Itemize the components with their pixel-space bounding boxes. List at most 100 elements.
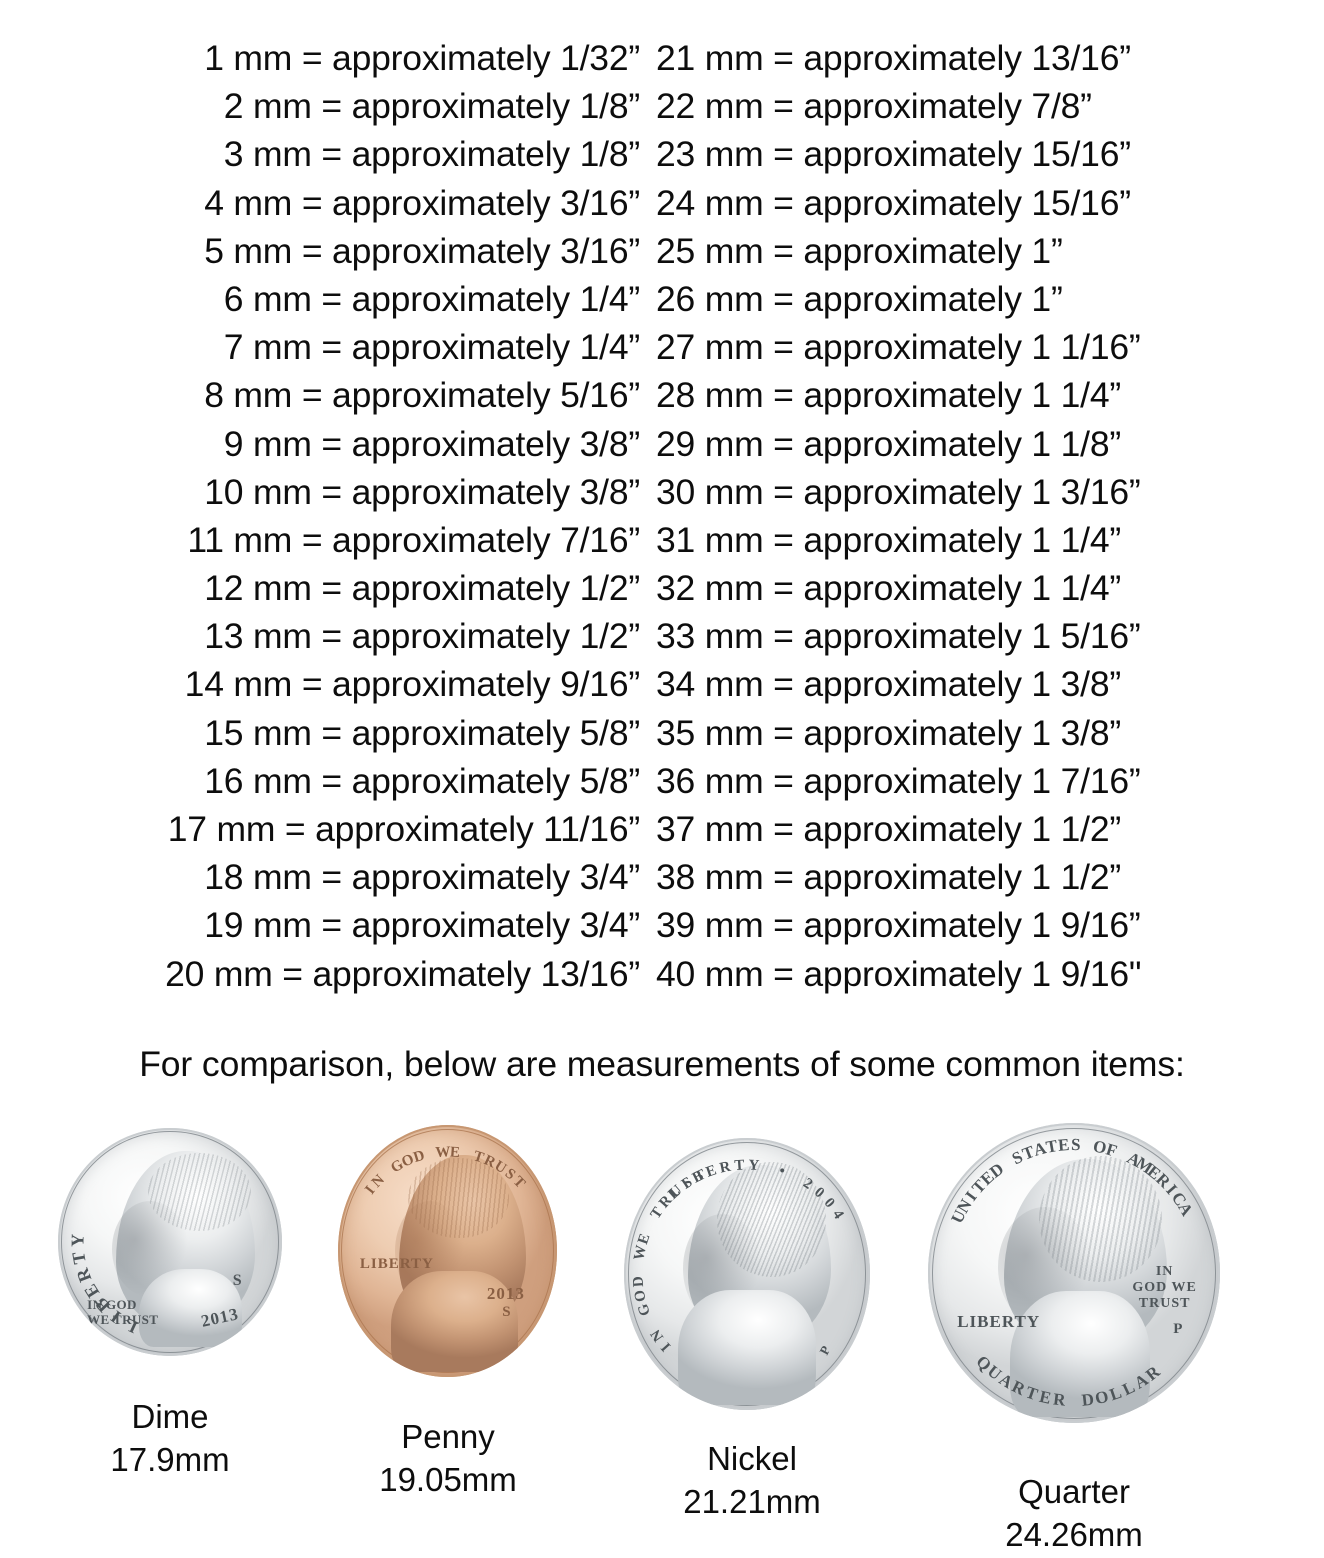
quarter-united-states-arc-char: R xyxy=(1152,1169,1175,1192)
quarter-denomination-arc-char: L xyxy=(1107,1382,1124,1405)
quarter-united-states-arc-char: S xyxy=(1070,1134,1081,1155)
quarter-united-states-arc-char: T xyxy=(967,1176,990,1198)
conversion-row: 20 mm = approximately 13/16” xyxy=(165,953,640,994)
nickel-liberty-date-arc-char: 0 xyxy=(810,1184,828,1202)
conversion-row: 38 mm = approximately 1 1/2” xyxy=(656,857,1121,898)
conversion-row: 37 mm = approximately 1 1/2” xyxy=(656,809,1121,849)
quarter-united-states-arc-char: S xyxy=(1008,1147,1026,1169)
quarter-united-states-arc-char: O xyxy=(1091,1136,1109,1158)
conversion-row: 30 mm = approximately 1 3/16” xyxy=(656,471,1141,512)
dime-liberty-arc-char: T xyxy=(68,1250,90,1266)
quarter-denomination-arc-char: R xyxy=(1142,1361,1164,1385)
conversion-row: 3 mm = approximately 1/8” xyxy=(223,134,640,175)
conversion-row: 28 mm = approximately 1 1/4” xyxy=(656,375,1121,416)
nickel-liberty-date-arc-char: I xyxy=(678,1176,693,1193)
coin-caption-penny: Penny 19.05mm xyxy=(318,1415,578,1501)
quarter-united-states-arc-char: N xyxy=(953,1195,976,1217)
conversion-row: 17 mm = approximately 11/16” xyxy=(167,809,640,849)
nickel-liberty-date-arc-char: R xyxy=(718,1158,733,1177)
dime-date: 2013 xyxy=(199,1304,241,1331)
quarter-united-states-arc-char: C xyxy=(1167,1188,1191,1210)
nickel-label: Nickel xyxy=(707,1440,797,1477)
conversion-row: 39 mm = approximately 1 9/16” xyxy=(656,905,1141,946)
dime-liberty-arc-char: E xyxy=(79,1280,104,1302)
quarter-united-states-arc-char: T xyxy=(1019,1141,1038,1164)
nickel-liberty-date-arc-char: 2 xyxy=(800,1175,816,1193)
dime-liberty-arc-char: B xyxy=(90,1293,114,1317)
nickel-liberty-date-arc-char: • xyxy=(776,1162,788,1180)
dime-mintmark: S xyxy=(232,1271,243,1289)
quarter-motto: IN GOD WE TRUST xyxy=(1132,1264,1197,1311)
mm-to-inch-conversion-table: 1 mm = approximately 1/32” 2 mm = approx… xyxy=(165,38,1141,994)
dime-roosevelt-bust xyxy=(116,1150,256,1329)
nickel-liberty-date-arc-char: T xyxy=(733,1157,745,1175)
dime-rim xyxy=(61,1131,279,1353)
conversion-row: 18 mm = approximately 3/4” xyxy=(204,857,640,898)
conversion-row: 27 mm = approximately 1 1/16” xyxy=(656,327,1141,368)
quarter-denomination-arc-char: T xyxy=(1023,1382,1041,1405)
penny-mintmark: S xyxy=(502,1303,512,1320)
nickel-liberty-date-arc-char: Y xyxy=(747,1157,760,1175)
penny-rim xyxy=(341,1128,554,1374)
dime-motto: IN GOD WE TRUST xyxy=(87,1296,159,1327)
coin-caption-dime: Dime 17.9mm xyxy=(40,1395,300,1481)
quarter-united-states-arc-char: M xyxy=(1132,1153,1157,1178)
conversion-row: 36 mm = approximately 1 7/16” xyxy=(656,760,1141,801)
conversion-row: 14 mm = approximately 9/16” xyxy=(184,664,641,705)
quarter-united-states-arc-char: A xyxy=(1124,1148,1144,1171)
quarter-hair-detail xyxy=(1038,1156,1162,1282)
penny-label: Penny xyxy=(401,1418,495,1455)
conversion-row: 35 mm = approximately 1 3/8” xyxy=(656,712,1121,753)
quarter-united-states-arc-char: T xyxy=(1044,1136,1059,1157)
conversion-row: 15 mm = approximately 5/8” xyxy=(204,712,640,753)
dime-diameter: 17.9mm xyxy=(110,1441,230,1478)
nickel-liberty-date-arc-char: 0 xyxy=(820,1195,838,1212)
penny-liberty: LIBERTY xyxy=(359,1256,434,1273)
conversion-row: 10 mm = approximately 3/8” xyxy=(204,471,640,512)
nickel-liberty-date-arc-char: B xyxy=(690,1167,707,1187)
quarter-denomination-arc-char: O xyxy=(1093,1386,1111,1409)
quarter-denomination-arc-char: Q xyxy=(972,1351,996,1375)
conversion-row: 11 mm = approximately 7/16” xyxy=(187,519,640,560)
conversion-row: 29 mm = approximately 1 1/8” xyxy=(656,423,1121,464)
nickel-hair-detail xyxy=(717,1162,826,1277)
quarter-united-states-arc-char: F xyxy=(1103,1139,1120,1161)
penny-diameter: 19.05mm xyxy=(379,1461,517,1498)
quarter-washington-bust xyxy=(1003,1159,1168,1351)
dime-liberty-arc-char: Y xyxy=(67,1233,88,1248)
quarter-united-states-arc-char: E xyxy=(976,1167,998,1189)
quarter-mintmark: P xyxy=(1173,1321,1184,1337)
conversion-row: 25 mm = approximately 1” xyxy=(656,230,1063,271)
quarter-denomination-arc-char: R xyxy=(1052,1389,1067,1410)
quarter-neck-shoulder xyxy=(1009,1291,1150,1417)
nickel-liberty-date-arc-char: E xyxy=(703,1162,719,1181)
nickel-liberty-arc-wrap: L I B E R T Y • 2 0 0 4 xyxy=(624,1138,870,1410)
conversion-row: 8 mm = approximately 5/16” xyxy=(204,375,640,416)
quarter-bust-shadow xyxy=(998,1207,1092,1327)
nickel-rim xyxy=(627,1142,867,1406)
conversion-row: 5 mm = approximately 3/16” xyxy=(204,230,640,271)
quarter-denomination-arc-char: R xyxy=(1008,1376,1029,1400)
penny-in-god-we-trust-arc-char: W xyxy=(434,1144,451,1162)
conversion-row: 6 mm = approximately 1/4” xyxy=(223,278,640,319)
penny-coat-shoulder xyxy=(390,1271,518,1372)
penny-in-god-we-trust-arc-char: E xyxy=(448,1144,460,1162)
conversion-row: 7 mm = approximately 1/4” xyxy=(223,327,640,368)
quarter-united-states-arc-char: A xyxy=(1031,1138,1049,1160)
quarter-denomination-arc-char: A xyxy=(995,1369,1017,1393)
nickel-liberty-date-arc-char: 4 xyxy=(829,1207,847,1223)
conversion-row: 26 mm = approximately 1” xyxy=(656,278,1063,319)
dime-liberty-arc-char: R xyxy=(71,1265,96,1285)
dime-label: Dime xyxy=(131,1398,209,1435)
quarter-rim xyxy=(932,1127,1216,1419)
quarter-denomination-arc-char: A xyxy=(1130,1370,1152,1393)
